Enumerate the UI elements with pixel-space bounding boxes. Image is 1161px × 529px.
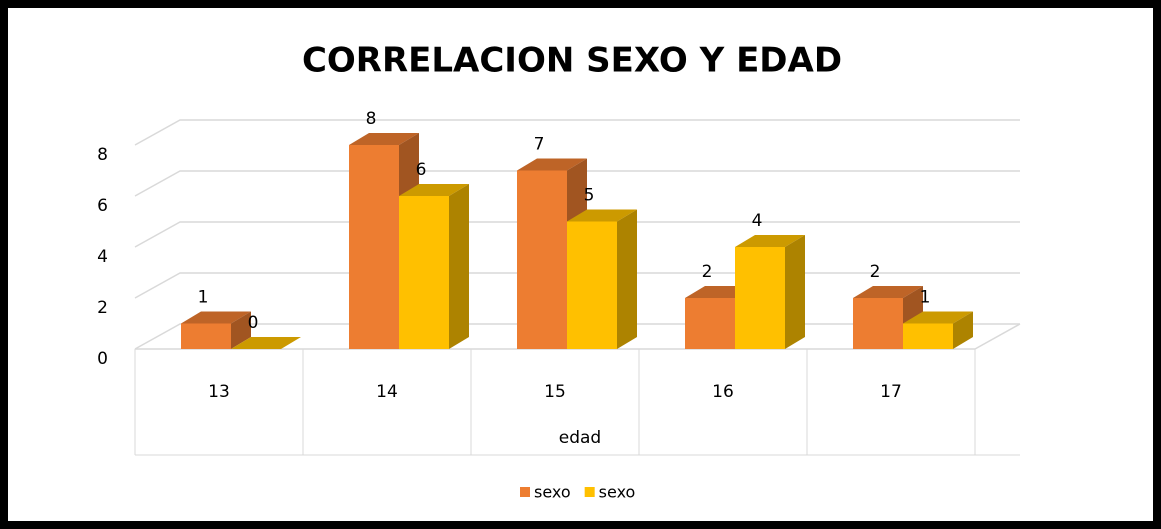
- x-tick-label: 17: [880, 382, 902, 402]
- x-axis-title: edad: [559, 428, 601, 448]
- legend-label: sexo: [599, 483, 636, 502]
- bar: [685, 298, 735, 349]
- x-tick-label: 15: [544, 382, 566, 402]
- data-label: 4: [752, 211, 763, 231]
- bar-side: [953, 311, 973, 349]
- bar: [853, 298, 903, 349]
- bar: [735, 247, 785, 349]
- bar-top: [349, 133, 419, 145]
- legend-label: sexo: [534, 483, 571, 502]
- bar-side: [449, 184, 469, 349]
- x-tick-label: 14: [376, 382, 398, 402]
- bar-top: [735, 235, 805, 247]
- data-label: 0: [248, 313, 259, 333]
- bar-side: [231, 311, 251, 349]
- data-label: 8: [366, 109, 377, 129]
- data-label: 7: [534, 135, 545, 155]
- bar: [181, 323, 231, 349]
- bar: [399, 196, 449, 349]
- bar: [517, 170, 567, 349]
- data-label: 5: [584, 186, 595, 206]
- data-label: 2: [870, 262, 881, 282]
- y-tick-label: 0: [97, 349, 108, 369]
- bar-top: [567, 209, 637, 222]
- y-tick-label: 4: [97, 247, 108, 267]
- x-tick-label: 16: [712, 382, 734, 402]
- bar-top: [517, 158, 587, 171]
- data-label: 2: [702, 262, 713, 282]
- y-tick-label: 2: [97, 298, 108, 318]
- grid-line: [134, 170, 1020, 197]
- grid-line: [134, 119, 1020, 146]
- bar-side: [785, 235, 805, 349]
- bar-side: [617, 209, 637, 349]
- data-label: 6: [416, 160, 427, 180]
- bar-top: [231, 337, 301, 349]
- chart-title: CORRELACION SEXO Y EDAD: [302, 41, 842, 81]
- y-tick-label: 6: [97, 196, 108, 216]
- bar-top: [853, 286, 923, 298]
- legend-swatch: [520, 487, 530, 497]
- bar: [349, 145, 399, 349]
- y-tick-label: 8: [97, 145, 108, 165]
- x-tick-label: 13: [208, 382, 230, 402]
- bar-top: [181, 311, 251, 324]
- bar: [903, 323, 953, 349]
- bar: [567, 221, 617, 349]
- bar-top: [903, 311, 973, 324]
- bar-top: [399, 184, 469, 196]
- data-label: 1: [920, 288, 931, 308]
- data-label: 1: [198, 288, 209, 308]
- grid-line: [134, 221, 1020, 248]
- legend-swatch: [584, 487, 595, 497]
